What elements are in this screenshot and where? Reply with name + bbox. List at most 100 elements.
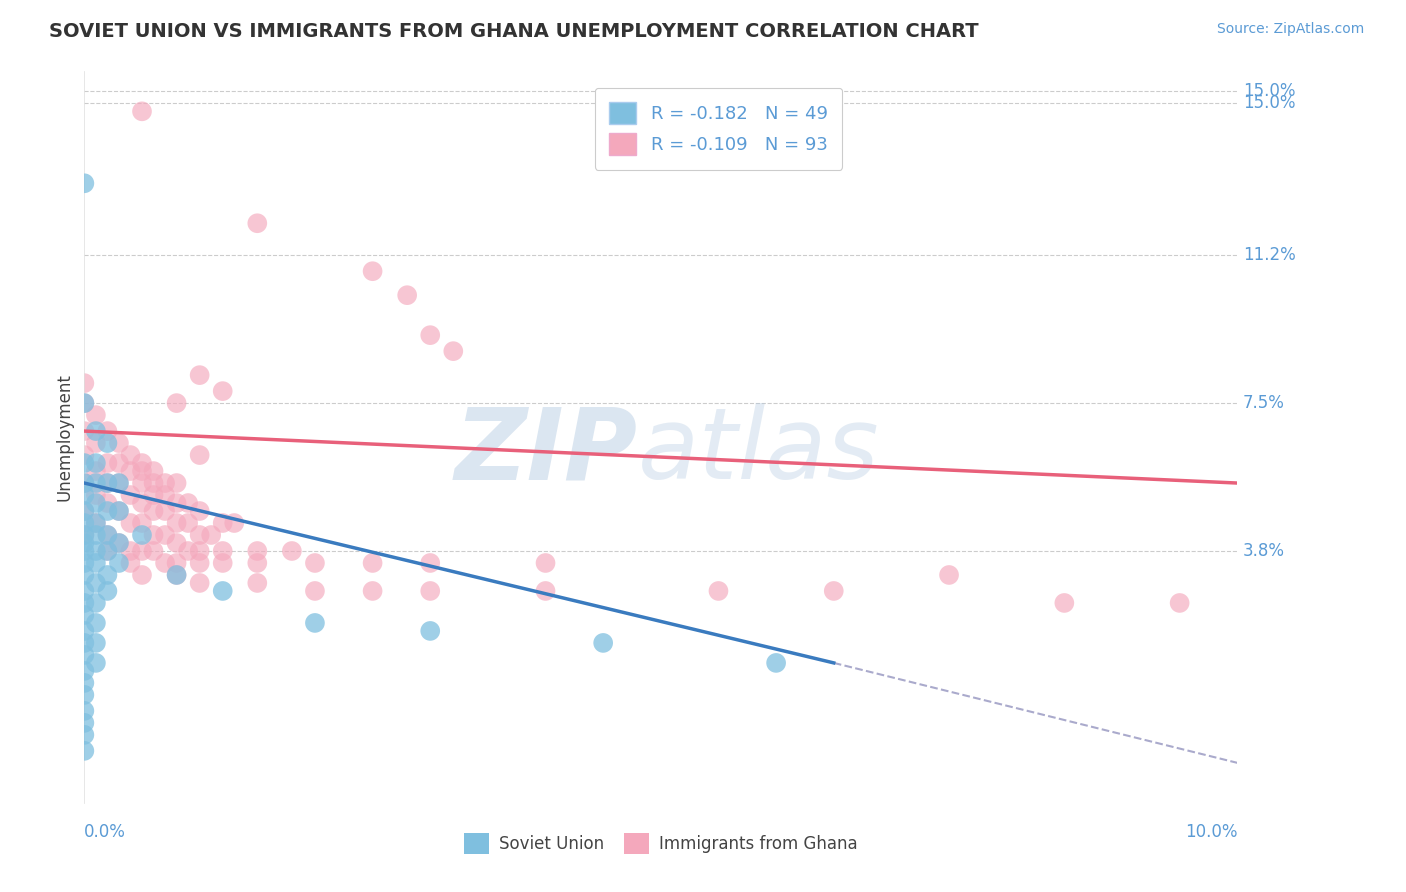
Point: [73, 688, 96, 702]
Point: [84, 556, 107, 570]
Point: [131, 464, 153, 478]
Point: [131, 456, 153, 470]
Point: [153, 488, 176, 502]
Legend: Soviet Union, Immigrants from Ghana: Soviet Union, Immigrants from Ghana: [457, 827, 865, 860]
Point: [84, 476, 107, 491]
Point: [73, 488, 96, 502]
Point: [73, 176, 96, 190]
Text: Source: ZipAtlas.com: Source: ZipAtlas.com: [1216, 22, 1364, 37]
Point: [73, 476, 96, 491]
Point: [246, 216, 269, 230]
Point: [211, 544, 233, 558]
Text: 7.5%: 7.5%: [1243, 394, 1285, 412]
Point: [120, 464, 142, 478]
Point: [1053, 596, 1076, 610]
Point: [142, 528, 165, 542]
Point: [73, 396, 96, 410]
Point: [361, 556, 384, 570]
Point: [419, 556, 441, 570]
Point: [142, 504, 165, 518]
Point: [73, 424, 96, 438]
Point: [131, 544, 153, 558]
Point: [108, 536, 131, 550]
Point: [73, 636, 96, 650]
Point: [120, 488, 142, 502]
Point: [200, 528, 222, 542]
Point: [120, 544, 142, 558]
Text: 3.8%: 3.8%: [1243, 542, 1285, 560]
Point: [166, 536, 188, 550]
Point: [1168, 596, 1191, 610]
Point: [166, 568, 188, 582]
Point: [96, 568, 118, 582]
Point: [96, 504, 118, 518]
Point: [73, 376, 96, 391]
Point: [166, 396, 188, 410]
Point: [166, 476, 188, 491]
Point: [108, 476, 131, 491]
Point: [211, 584, 233, 599]
Text: 11.2%: 11.2%: [1243, 246, 1296, 264]
Point: [73, 568, 96, 582]
Point: [281, 544, 304, 558]
Point: [131, 568, 153, 582]
Point: [131, 496, 153, 510]
Point: [188, 544, 211, 558]
Text: 15.0%: 15.0%: [1243, 95, 1295, 112]
Point: [96, 544, 118, 558]
Point: [108, 504, 131, 518]
Point: [96, 496, 118, 510]
Text: 0.0%: 0.0%: [84, 822, 127, 841]
Point: [396, 288, 419, 302]
Point: [84, 516, 107, 530]
Point: [73, 676, 96, 690]
Point: [211, 516, 233, 530]
Point: [96, 476, 118, 491]
Point: [84, 596, 107, 610]
Point: [188, 556, 211, 570]
Point: [534, 556, 557, 570]
Point: [84, 464, 107, 478]
Point: [361, 584, 384, 599]
Point: [108, 456, 131, 470]
Point: [73, 544, 96, 558]
Point: [707, 584, 730, 599]
Point: [96, 528, 118, 542]
Point: [153, 504, 176, 518]
Point: [823, 584, 845, 599]
Point: [96, 544, 118, 558]
Y-axis label: Unemployment: Unemployment: [55, 373, 73, 501]
Point: [131, 528, 153, 542]
Point: [84, 656, 107, 670]
Point: [108, 504, 131, 518]
Point: [108, 476, 131, 491]
Point: [188, 528, 211, 542]
Point: [84, 408, 107, 422]
Point: [938, 568, 960, 582]
Point: [153, 476, 176, 491]
Point: [73, 607, 96, 622]
Point: [84, 516, 107, 530]
Point: [73, 596, 96, 610]
Point: [592, 636, 614, 650]
Point: [131, 476, 153, 491]
Point: [153, 528, 176, 542]
Point: [166, 496, 188, 510]
Point: [73, 536, 96, 550]
Point: [188, 448, 211, 462]
Point: [361, 264, 384, 278]
Point: [84, 496, 107, 510]
Point: [73, 396, 96, 410]
Point: [96, 456, 118, 470]
Point: [166, 556, 188, 570]
Point: [304, 556, 326, 570]
Point: [73, 728, 96, 742]
Point: [188, 504, 211, 518]
Point: [73, 528, 96, 542]
Point: [73, 456, 96, 470]
Point: [84, 488, 107, 502]
Point: [84, 544, 107, 558]
Point: [142, 464, 165, 478]
Point: [108, 536, 131, 550]
Point: [73, 744, 96, 758]
